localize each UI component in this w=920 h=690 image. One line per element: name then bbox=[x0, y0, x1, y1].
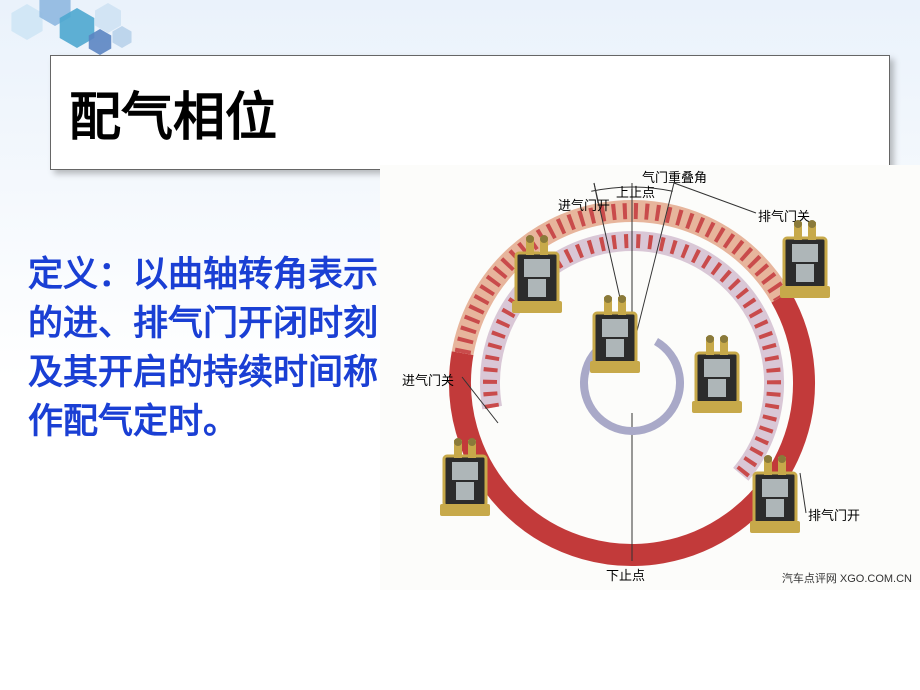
piston-icon bbox=[438, 438, 492, 518]
slide-title: 配气相位 bbox=[69, 75, 277, 150]
label-intake-close: 进气门关 bbox=[402, 370, 454, 389]
label-exhaust-open: 排气门开 bbox=[808, 505, 860, 524]
valve-timing-diagram: 气门重叠角 上止点 进气门开 排气门关 进气门关 排气门开 下止点 bbox=[380, 165, 920, 590]
title-card: 配气相位 bbox=[50, 55, 890, 170]
watermark-text: 汽车点评网 XGO.COM.CN bbox=[782, 570, 912, 586]
label-intake-open: 进气门开 bbox=[558, 195, 610, 214]
piston-icon bbox=[510, 235, 564, 315]
piston-icon bbox=[690, 335, 744, 415]
definition-text: 定义：以曲轴转角表示的进、排气门开闭时刻及其开启的持续时间称作配气定时。 bbox=[28, 250, 383, 446]
piston-icon bbox=[778, 220, 832, 300]
label-tdc: 上止点 bbox=[616, 182, 655, 201]
piston-icon bbox=[748, 455, 802, 535]
definition-prefix: 定义： bbox=[28, 255, 133, 294]
piston-icon bbox=[588, 295, 642, 375]
label-bdc: 下止点 bbox=[606, 565, 645, 584]
diagram-svg bbox=[380, 165, 920, 590]
